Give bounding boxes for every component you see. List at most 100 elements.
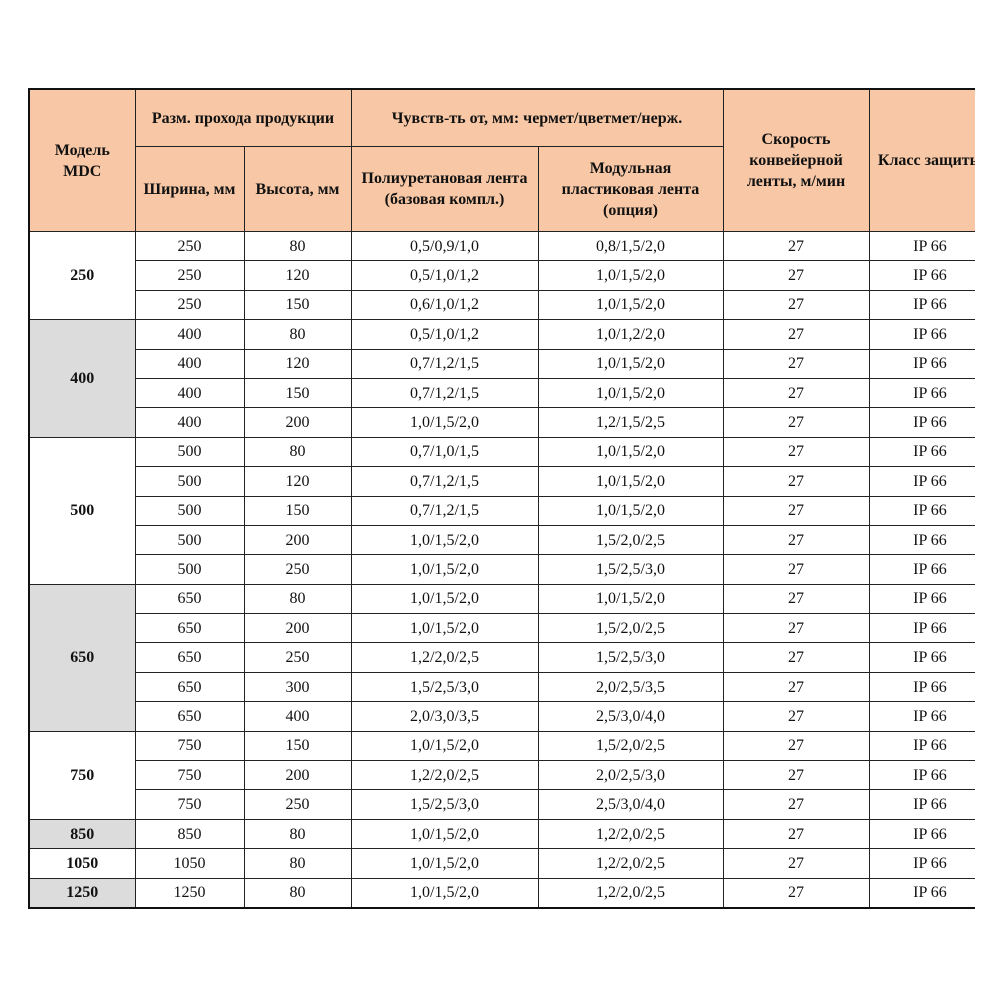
data-cell: 27 [722, 230, 870, 262]
data-cell: 1,0/1,5/2,0 [350, 583, 539, 615]
data-cell: 250 [134, 289, 245, 321]
data-cell: 1,0/1,5/2,0 [537, 466, 724, 497]
data-cell: 400 [134, 377, 245, 409]
data-row: 1250 1250 80 1,0/1,5/2,0 1,2/2,0/2,5 27 IP 66 [28, 877, 975, 909]
data-cell: 1,0/1,5/2,0 [350, 407, 539, 438]
data-cell: 27 [722, 642, 870, 673]
data-cell: IP 66 [868, 230, 975, 262]
data-row: 650 200 1,0/1,5/2,0 1,5/2,0/2,5 27 IP 66 [29, 613, 975, 644]
data-cell: IP 66 [868, 583, 975, 615]
data-cell: 1,0/1,5/2,0 [350, 524, 539, 556]
data-cell: 1,0/1,5/2,0 [350, 877, 539, 909]
data-cell: IP 66 [868, 877, 975, 909]
data-cell: IP 66 [868, 348, 975, 379]
data-cell: 80 [243, 818, 352, 850]
data-cell: IP 66 [868, 436, 975, 468]
data-cell: 0,7/1,2/1,5 [350, 348, 539, 379]
data-cell: IP 66 [868, 466, 975, 497]
data-cell: 2,0/2,5/3,0 [537, 760, 724, 791]
data-cell: 27 [722, 260, 870, 291]
data-row: 500 150 0,7/1,2/1,5 1,0/1,5/2,0 27 IP 66 [29, 495, 975, 526]
data-cell: 1,5/2,0/2,5 [537, 524, 724, 556]
data-cell: IP 66 [868, 260, 975, 291]
data-row: 400 120 0,7/1,2/1,5 1,0/1,5/2,0 27 IP 66 [29, 348, 975, 379]
data-cell: 27 [722, 377, 870, 409]
data-row: 650 250 1,2/2,0/2,5 1,5/2,5/3,0 27 IP 66 [29, 642, 975, 673]
data-cell: 250 [134, 230, 245, 262]
table-body: 250 250 80 0,5/0,9/1,0 0,8/1,5/2,0 27 IP 66 250… [28, 230, 975, 909]
data-cell: 1,0/1,5/2,0 [537, 260, 724, 291]
data-cell: 250 [243, 789, 352, 820]
data-cell: 27 [722, 407, 870, 438]
data-row: 400 200 1,0/1,5/2,0 1,2/1,5/2,5 27 IP 66 [29, 407, 975, 438]
data-cell: 1,2/2,0/2,5 [350, 642, 539, 673]
data-cell: 850 [134, 818, 245, 850]
data-cell: IP 66 [868, 377, 975, 409]
data-cell: 1250 [134, 877, 245, 909]
data-cell: 1,0/1,5/2,0 [350, 613, 539, 644]
data-cell: IP 66 [868, 289, 975, 321]
table-container: Модель MDC Разм. прохода продукции Чувст… [28, 88, 975, 912]
header-cell: Разм. прохода продукции [134, 88, 352, 147]
header-row: Ширина, мм Высота, мм Полиуретановая лен… [29, 146, 975, 232]
data-cell: 27 [722, 760, 870, 791]
data-cell: IP 66 [868, 407, 975, 438]
data-cell: 120 [243, 260, 352, 291]
data-cell: 1,0/1,5/2,0 [537, 436, 724, 468]
data-cell: 1,0/1,5/2,0 [537, 348, 724, 379]
header-cell: Чувств-ть от, мм: чермет/цветмет/нерж. [350, 88, 724, 147]
data-cell: IP 66 [868, 848, 975, 879]
data-cell: 27 [722, 701, 870, 732]
data-row: 400 400 80 0,5/1,0/1,2 1,0/1,2/2,0 27 IP 66 [28, 319, 975, 438]
data-cell: 150 [243, 730, 352, 762]
data-cell: 650 [134, 671, 245, 703]
data-cell: 750 [134, 760, 245, 791]
data-row: 650 300 1,5/2,5/3,0 2,0/2,5/3,5 27 IP 66 [29, 671, 975, 703]
data-cell: 1,2/2,0/2,5 [350, 760, 539, 791]
data-cell: 200 [243, 407, 352, 438]
data-cell: 80 [243, 583, 352, 615]
data-cell: 1,0/1,5/2,0 [350, 848, 539, 879]
data-row: 500 200 1,0/1,5/2,0 1,5/2,0/2,5 27 IP 66 [29, 524, 975, 556]
data-cell: IP 66 [868, 495, 975, 526]
data-row: 850 850 80 1,0/1,5/2,0 1,2/2,0/2,5 27 IP 66 [28, 818, 975, 850]
data-cell: 27 [722, 848, 870, 879]
header-cell: Скорость конвейерной ленты, м/мин [722, 88, 870, 232]
data-cell: 1,0/1,5/2,0 [537, 289, 724, 321]
model-cell: 1250 [28, 877, 136, 909]
data-cell: 150 [243, 289, 352, 321]
data-cell: 1,5/2,5/3,0 [537, 642, 724, 673]
data-cell: 1,5/2,0/2,5 [537, 730, 724, 762]
data-cell: 27 [722, 671, 870, 703]
data-cell: 27 [722, 877, 870, 909]
header-cell: Модульная пластиковая лента (опция) [537, 146, 724, 232]
data-cell: IP 66 [868, 701, 975, 732]
spec-table: Модель MDC Разм. прохода продукции Чувст… [28, 88, 975, 909]
header-cell: Ширина, мм [134, 146, 245, 232]
data-cell: 250 [243, 554, 352, 585]
data-row: 500 250 1,0/1,5/2,0 1,5/2,5/3,0 27 IP 66 [29, 554, 975, 585]
data-row: 750 750 150 1,0/1,5/2,0 1,5/2,0/2,5 27 IP 66 [28, 730, 975, 820]
data-cell: 1,0/1,5/2,0 [537, 377, 724, 409]
data-cell: 80 [243, 230, 352, 262]
data-cell: 1,2/2,0/2,5 [537, 848, 724, 879]
data-cell: 1,0/1,2/2,0 [537, 319, 724, 350]
data-cell: 27 [722, 554, 870, 585]
data-cell: IP 66 [868, 554, 975, 585]
data-cell: 400 [134, 407, 245, 438]
data-cell: 0,5/0,9/1,0 [350, 230, 539, 262]
data-cell: 2,0/3,0/3,5 [350, 701, 539, 732]
data-cell: 750 [134, 789, 245, 820]
model-cell: 500 [28, 436, 136, 585]
data-cell: 1,0/1,5/2,0 [350, 730, 539, 762]
data-cell: 1,5/2,5/3,0 [350, 789, 539, 820]
model-cell: 1050 [28, 848, 136, 879]
data-cell: 400 [243, 701, 352, 732]
data-cell: 80 [243, 319, 352, 350]
data-cell: 27 [722, 818, 870, 850]
data-row: 250 150 0,6/1,0/1,2 1,0/1,5/2,0 27 IP 66 [29, 289, 975, 321]
data-cell: 500 [134, 524, 245, 556]
data-cell: 250 [243, 642, 352, 673]
header-cell: Высота, мм [243, 146, 352, 232]
data-cell: 500 [134, 554, 245, 585]
